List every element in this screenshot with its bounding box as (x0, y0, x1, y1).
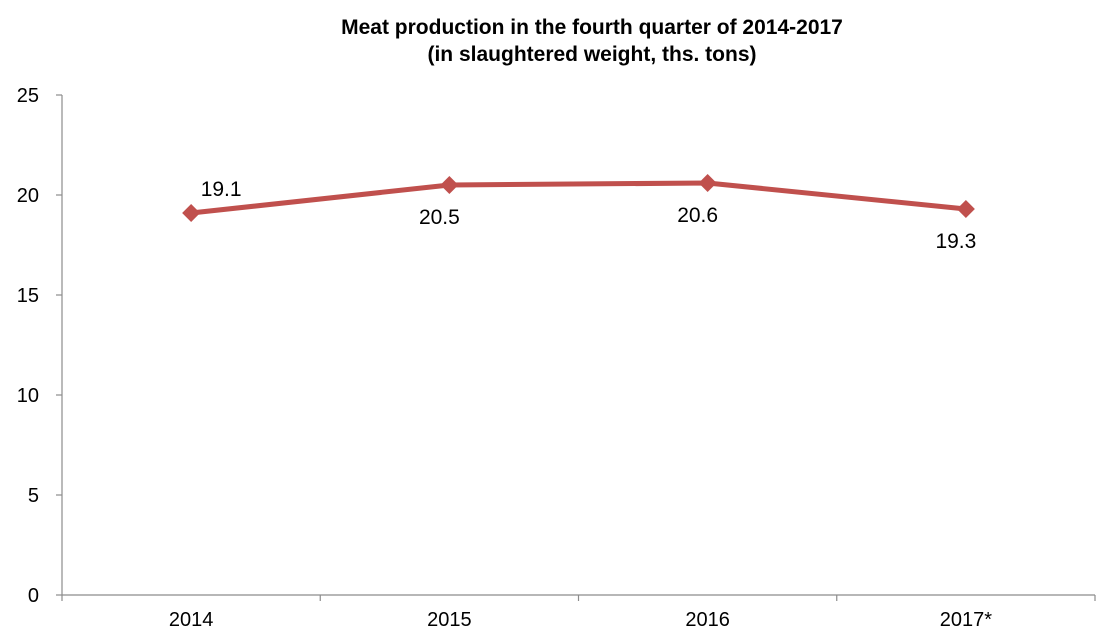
y-tick-label: 5 (28, 485, 39, 507)
chart-title: Meat production in the fourth quarter of… (0, 14, 1109, 68)
data-point-marker (440, 176, 459, 194)
data-label: 20.6 (677, 204, 718, 227)
data-label: 20.5 (419, 206, 460, 229)
data-label: 19.3 (935, 230, 976, 253)
x-tick-label: 2016 (685, 609, 730, 631)
axes: 0 5 10 15 20 25 2014 2015 2016 2017* (17, 85, 1096, 631)
x-axis-ticks: 2014 2015 2016 2017* (61, 595, 1096, 631)
chart-title-line-1: Meat production in the fourth quarter of… (341, 16, 843, 39)
y-tick-label: 20 (17, 185, 39, 207)
chart-title-line-2: (in slaughtered weight, ths. tons) (427, 43, 757, 66)
data-point-marker (698, 174, 717, 192)
y-tick-label: 0 (28, 585, 39, 607)
x-tick-label: 2017* (940, 609, 992, 631)
y-tick-label: 25 (17, 85, 39, 107)
data-point-marker (956, 200, 975, 218)
data-point-marker (182, 204, 201, 222)
y-tick-label: 10 (17, 385, 39, 407)
series-layer: 19.1 20.5 20.6 19.3 (182, 174, 976, 253)
series-line (190, 180, 967, 216)
data-label: 19.1 (201, 178, 242, 201)
x-tick-label: 2015 (427, 609, 472, 631)
x-tick-label: 2014 (169, 609, 214, 631)
y-tick-label: 15 (17, 285, 39, 307)
y-axis-ticks: 0 5 10 15 20 25 (17, 85, 62, 607)
